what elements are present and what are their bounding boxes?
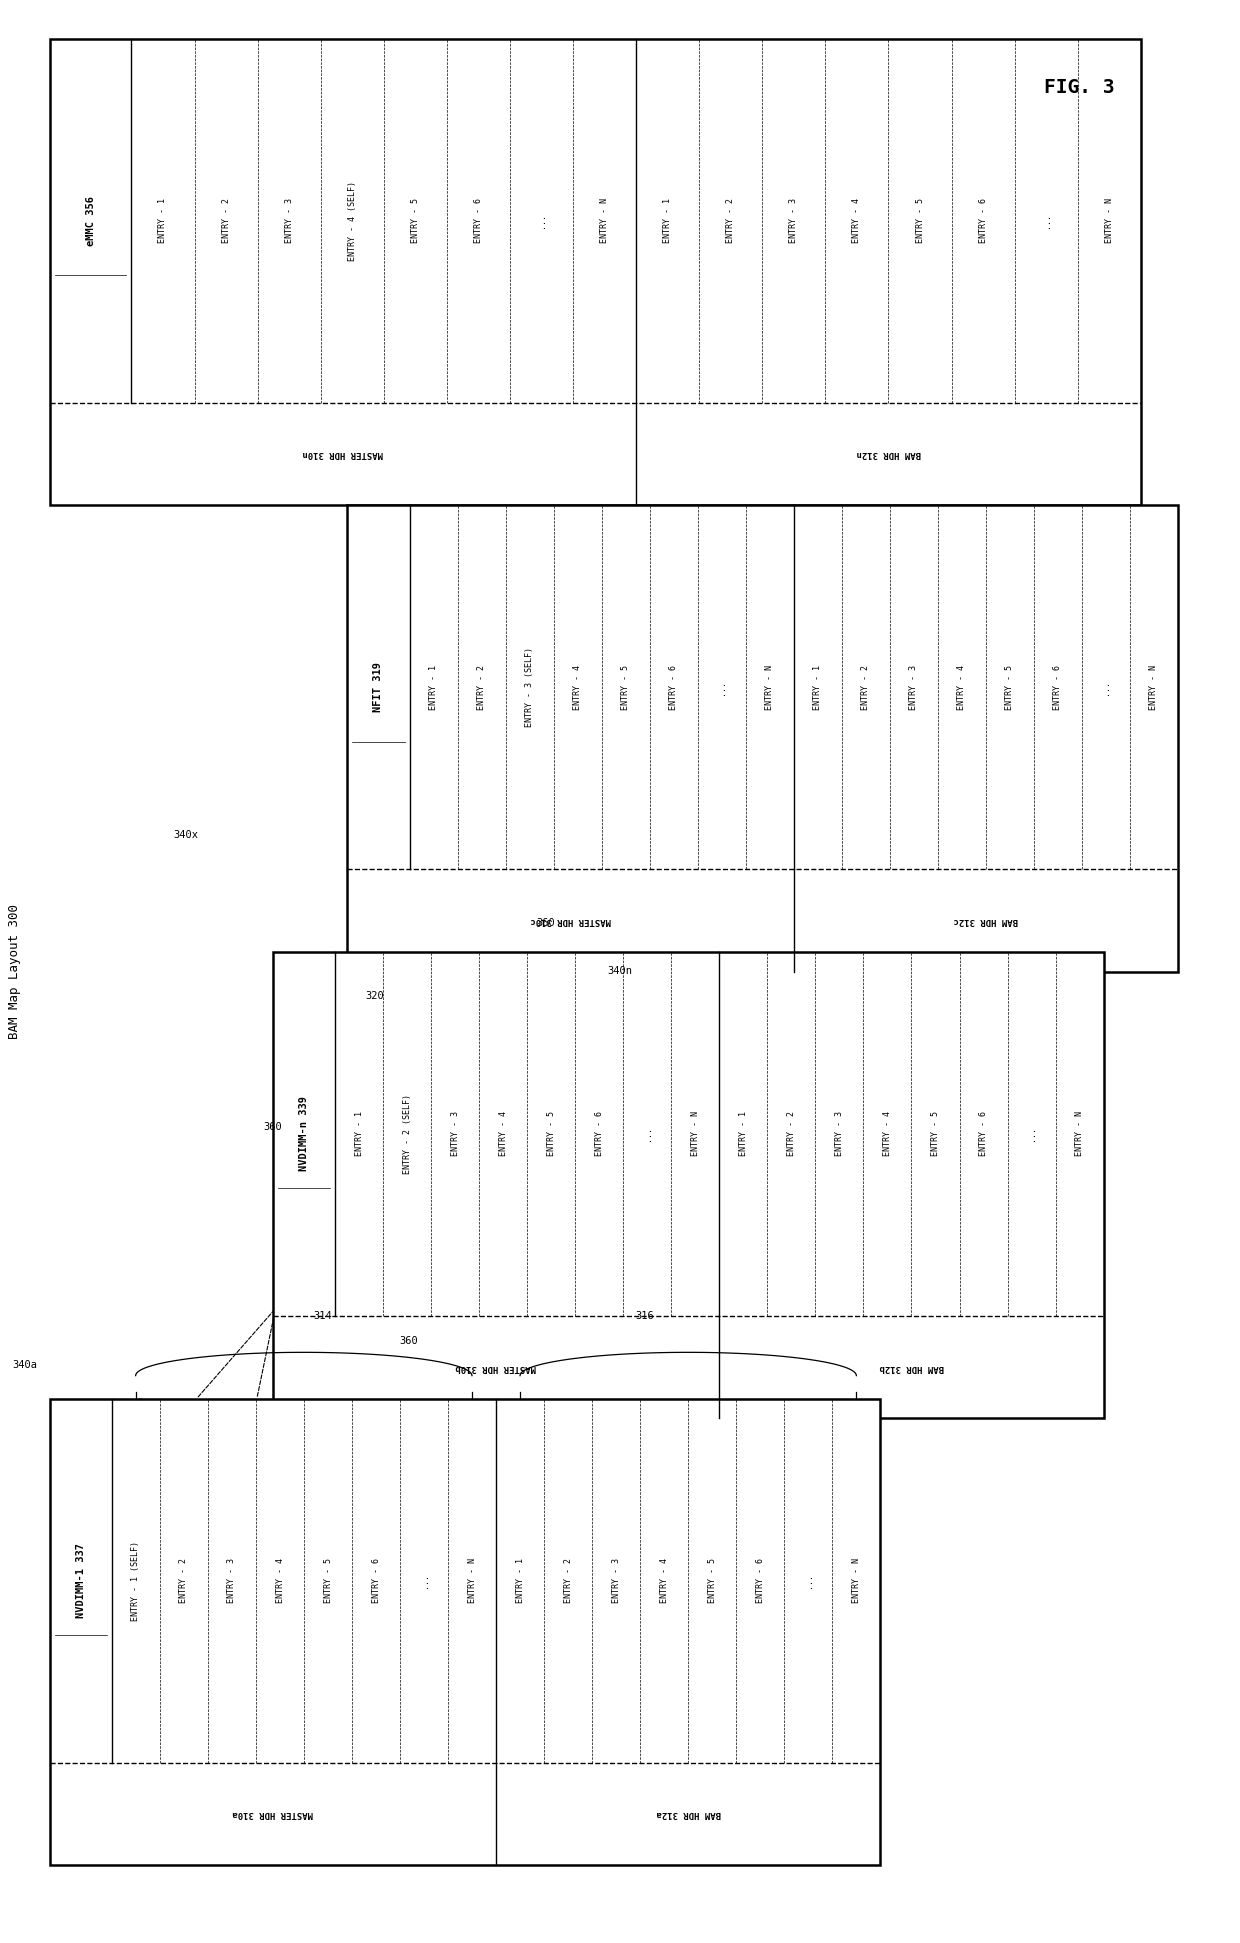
Text: ENTRY - 2 (SELF): ENTRY - 2 (SELF) [403,1094,412,1174]
Text: ENTRY - 4: ENTRY - 4 [498,1111,507,1156]
Text: ENTRY - N: ENTRY - N [1105,198,1114,243]
Text: ENTRY - N: ENTRY - N [467,1558,476,1603]
Text: ENTRY - 1: ENTRY - 1 [355,1111,363,1156]
Text: MASTER HDR 310a: MASTER HDR 310a [233,1809,314,1819]
Text: 360: 360 [399,1335,419,1346]
Text: ENTRY - 5: ENTRY - 5 [915,198,925,243]
Text: ENTRY - 6: ENTRY - 6 [978,198,987,243]
Bar [50,1399,880,1865]
Text: ENTRY - 3: ENTRY - 3 [227,1558,237,1603]
Text: ENTRY - 6: ENTRY - 6 [756,1558,765,1603]
Text: MASTER HDR 310n: MASTER HDR 310n [303,449,383,459]
Text: eMMC 356: eMMC 356 [86,196,95,245]
Text: ...: ... [1101,680,1111,694]
Text: ENTRY - 3: ENTRY - 3 [611,1558,621,1603]
Text: 360: 360 [536,917,556,929]
Text: 340x: 340x [174,830,198,841]
Text: ENTRY - 4: ENTRY - 4 [573,665,582,709]
Text: ENTRY - 1 (SELF): ENTRY - 1 (SELF) [131,1541,140,1620]
Text: NVDIMM-1 337: NVDIMM-1 337 [76,1543,86,1619]
Text: ENTRY - 4: ENTRY - 4 [660,1558,668,1603]
Text: ENTRY - 5: ENTRY - 5 [410,198,420,243]
Bar [50,39,1141,505]
Text: ...: ... [717,680,727,694]
Text: ENTRY - 2: ENTRY - 2 [222,198,231,243]
Text: ENTRY - 2: ENTRY - 2 [862,665,870,709]
Text: ENTRY - 3: ENTRY - 3 [450,1111,460,1156]
Text: 340n: 340n [608,966,632,977]
Text: MASTER HDR 310c: MASTER HDR 310c [531,915,611,925]
Text: BAM HDR 312c: BAM HDR 312c [954,915,1018,925]
Text: ENTRY - 2: ENTRY - 2 [477,665,486,709]
Text: MASTER HDR 310b: MASTER HDR 310b [456,1362,537,1372]
Text: ENTRY - 6: ENTRY - 6 [474,198,482,243]
Text: ENTRY - N: ENTRY - N [600,198,609,243]
Text: ENTRY - 4: ENTRY - 4 [852,198,862,243]
Text: 320: 320 [366,991,384,1001]
Text: ENTRY - 3: ENTRY - 3 [909,665,919,709]
Text: 316: 316 [635,1312,655,1321]
Text: 314: 314 [312,1312,332,1321]
Text: ENTRY - 4: ENTRY - 4 [957,665,966,709]
Text: ENTRY - 5: ENTRY - 5 [708,1558,717,1603]
Text: ENTRY - 6: ENTRY - 6 [595,1111,604,1156]
Text: ENTRY - 5: ENTRY - 5 [324,1558,332,1603]
Text: BAM HDR 312a: BAM HDR 312a [656,1809,720,1819]
Text: ENTRY - 4: ENTRY - 4 [883,1111,892,1156]
Text: ENTRY - 6: ENTRY - 6 [670,665,678,709]
Text: ENTRY - 1: ENTRY - 1 [159,198,167,243]
Text: ENTRY - 1: ENTRY - 1 [813,665,822,709]
Text: FIG. 3: FIG. 3 [1044,78,1114,97]
Text: ...: ... [1027,1127,1037,1141]
Text: ENTRY - 5: ENTRY - 5 [1006,665,1014,709]
Text: ENTRY - 1: ENTRY - 1 [429,665,438,709]
Text: ENTRY - 3 (SELF): ENTRY - 3 (SELF) [525,647,534,727]
Text: ENTRY - 6: ENTRY - 6 [372,1558,381,1603]
Text: ENTRY - 1: ENTRY - 1 [739,1111,748,1156]
Text: ...: ... [1042,214,1050,227]
Bar [347,505,1178,972]
Text: 340a: 340a [12,1360,37,1370]
Text: ENTRY - N: ENTRY - N [1149,665,1158,709]
Text: ENTRY - 1: ENTRY - 1 [516,1558,525,1603]
Text: ENTRY - 5: ENTRY - 5 [931,1111,940,1156]
Text: NFIT 319: NFIT 319 [373,663,383,711]
Text: 360: 360 [263,1121,283,1133]
Text: ...: ... [642,1127,652,1141]
Text: ENTRY - 2: ENTRY - 2 [180,1558,188,1603]
Text: ENTRY - 3: ENTRY - 3 [835,1111,844,1156]
Text: ENTRY - 6: ENTRY - 6 [980,1111,988,1156]
Text: ENTRY - N: ENTRY - N [1075,1111,1084,1156]
Text: ENTRY - N: ENTRY - N [765,665,774,709]
Text: ENTRY - 4 (SELF): ENTRY - 4 (SELF) [347,181,357,260]
Text: ENTRY - 4: ENTRY - 4 [275,1558,284,1603]
Bar [273,952,1104,1418]
Text: ENTRY - 2: ENTRY - 2 [564,1558,573,1603]
Text: ENTRY - 2: ENTRY - 2 [787,1111,796,1156]
Text: ...: ... [419,1574,429,1587]
Text: ENTRY - N: ENTRY - N [691,1111,699,1156]
Text: BAM Map Layout 300: BAM Map Layout 300 [9,903,21,1040]
Text: ENTRY - 5: ENTRY - 5 [547,1111,556,1156]
Text: NVDIMM-n 339: NVDIMM-n 339 [299,1096,309,1172]
Text: ENTRY - 5: ENTRY - 5 [621,665,630,709]
Text: ...: ... [537,214,546,227]
Text: BAM HDR 312n: BAM HDR 312n [856,449,921,459]
Text: ENTRY - 3: ENTRY - 3 [790,198,799,243]
Text: BAM HDR 312b: BAM HDR 312b [879,1362,944,1372]
Text: ENTRY - 6: ENTRY - 6 [1054,665,1063,709]
Text: ENTRY - 2: ENTRY - 2 [727,198,735,243]
Text: ...: ... [804,1574,813,1587]
Text: ENTRY - N: ENTRY - N [852,1558,861,1603]
Text: ENTRY - 1: ENTRY - 1 [663,198,672,243]
Text: ENTRY - 3: ENTRY - 3 [285,198,294,243]
